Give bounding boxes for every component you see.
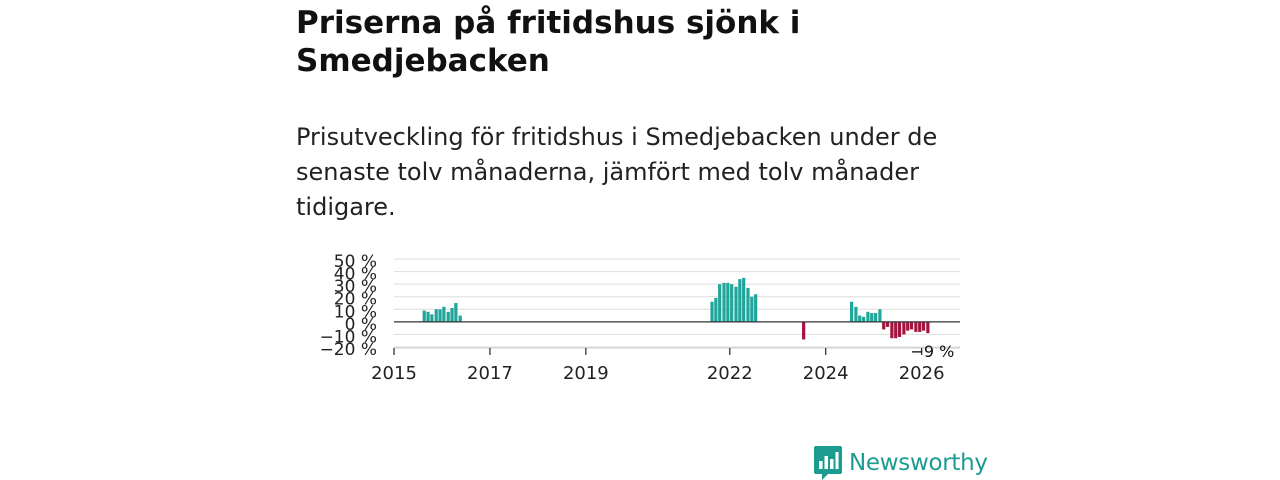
bar	[885, 321, 890, 327]
y-tick-label: 20 %	[334, 290, 377, 310]
bar	[897, 321, 902, 337]
newsworthy-logo-icon	[814, 446, 842, 480]
bar	[714, 297, 718, 322]
chart-title: Priserna på fritidshus sjönk i Smedjebac…	[296, 5, 801, 79]
axes	[393, 321, 960, 355]
x-tick-label: 2022	[707, 363, 753, 384]
y-tick-label: 40 %	[334, 265, 377, 285]
bars	[422, 277, 930, 340]
tick-labels: 50 %40 %30 %20 %10 %0 %−10 %−20 % 2015 201…	[320, 252, 955, 384]
y-tick-label: −20 %	[320, 340, 377, 360]
bar	[722, 282, 726, 322]
bar	[754, 294, 758, 322]
bar	[454, 303, 458, 322]
y-tick-label: 30 %	[334, 277, 377, 297]
bar	[866, 311, 870, 322]
bar	[726, 282, 730, 322]
bar	[746, 287, 750, 322]
bar	[926, 321, 930, 334]
bar	[906, 321, 910, 331]
latest-value-label: −9 %	[910, 342, 954, 361]
bar	[802, 321, 806, 340]
y-tick-label: −10 %	[320, 327, 377, 347]
grid-lines	[394, 258, 960, 348]
bar	[426, 311, 430, 322]
bar	[442, 306, 446, 322]
bar	[918, 321, 922, 332]
bar	[854, 306, 858, 322]
x-tick-label: 2024	[803, 363, 849, 384]
bar	[878, 309, 882, 322]
bar	[718, 284, 722, 322]
bar-chart: 50 %40 %30 %20 %10 %0 %−10 %−20 % 2015 201…	[320, 252, 960, 384]
bar	[861, 316, 866, 322]
y-tick-label: 50 %	[334, 252, 377, 272]
bar	[902, 321, 906, 335]
bar	[446, 311, 450, 322]
bar	[882, 321, 886, 330]
x-tick-label: 2019	[563, 363, 609, 384]
bar	[710, 301, 714, 322]
y-tick-label: 0 %	[345, 315, 377, 335]
bar	[870, 313, 874, 322]
newsworthy-brand[interactable]: Newsworthy	[814, 446, 988, 480]
bar	[914, 321, 918, 332]
bar	[909, 321, 914, 330]
bar	[894, 321, 898, 339]
bar	[734, 286, 738, 322]
bar	[434, 309, 438, 322]
bar	[458, 315, 462, 322]
bar	[730, 284, 734, 322]
bar	[873, 313, 878, 322]
bar	[750, 296, 754, 322]
y-tick-label: 10 %	[334, 302, 377, 322]
brand-name: Newsworthy	[849, 450, 988, 476]
bar	[890, 321, 894, 339]
x-tick-label: 2017	[467, 363, 513, 384]
bar	[850, 301, 854, 322]
bar	[921, 321, 926, 331]
bar	[422, 310, 426, 322]
bar	[438, 309, 442, 322]
bar	[738, 279, 742, 322]
x-tick-label: 2026	[899, 363, 945, 384]
bar	[742, 277, 746, 322]
bar	[858, 315, 862, 322]
x-tick-label: 2015	[371, 363, 417, 384]
bar	[450, 308, 454, 322]
bar	[430, 314, 434, 322]
chart-subtitle: Prisutveckling för fritidshus i Smedjeba…	[296, 123, 938, 221]
